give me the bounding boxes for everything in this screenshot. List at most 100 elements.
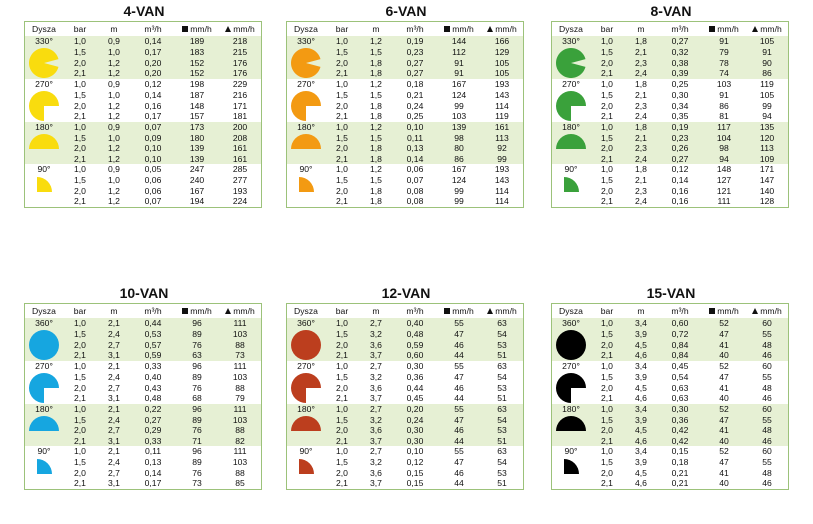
flow-cell: 0,24 bbox=[393, 414, 437, 426]
nozzle-angle-label: 330° bbox=[562, 36, 580, 46]
nozzle-cell: 90° bbox=[287, 164, 325, 207]
precip-square-cell: 117 bbox=[702, 122, 746, 133]
precip-triangle-cell: 55 bbox=[746, 328, 788, 340]
pressure-cell: 2,1 bbox=[63, 68, 97, 79]
nozzle-spray-270-icon bbox=[291, 373, 321, 403]
radius-cell: 4,5 bbox=[624, 339, 658, 351]
flow-cell: 0,14 bbox=[131, 36, 175, 47]
flow-cell: 0,07 bbox=[131, 196, 175, 207]
nozzle-spray-180-icon bbox=[291, 416, 321, 431]
nozzle-angle-label: 330° bbox=[297, 36, 315, 46]
radius-cell: 2,4 bbox=[97, 371, 131, 383]
precip-triangle-cell: 143 bbox=[481, 89, 523, 101]
nozzle-spray-90-icon bbox=[37, 459, 52, 475]
header-label: mm/h bbox=[452, 24, 474, 34]
pressure-cell: 1,5 bbox=[63, 414, 97, 426]
radius-cell: 2,4 bbox=[624, 153, 658, 165]
precip-triangle-cell: 193 bbox=[219, 185, 261, 197]
pressure-cell: 2,0 bbox=[590, 382, 624, 394]
precip-triangle-cell: 128 bbox=[746, 196, 788, 207]
flow-cell: 0,15 bbox=[393, 467, 437, 479]
square-marker-icon bbox=[444, 26, 451, 32]
precip-triangle-cell: 46 bbox=[746, 350, 788, 361]
pressure-cell: 1,0 bbox=[63, 446, 97, 457]
precip-triangle-cell: 88 bbox=[219, 382, 261, 394]
precip-triangle-cell: 114 bbox=[481, 196, 523, 207]
radius-cell: 3,4 bbox=[624, 404, 658, 415]
nozzle-spray-330-icon bbox=[291, 48, 321, 78]
radius-cell: 1,8 bbox=[359, 57, 393, 69]
flow-cell: 0,05 bbox=[131, 164, 175, 175]
header-mm-h-square: mm/h bbox=[437, 304, 481, 318]
header-label: m bbox=[110, 24, 118, 34]
flow-cell: 0,17 bbox=[131, 46, 175, 58]
radius-cell: 3,6 bbox=[359, 382, 393, 394]
pressure-cell: 1,5 bbox=[63, 456, 97, 468]
precip-square-cell: 71 bbox=[175, 435, 219, 447]
square-marker-icon bbox=[182, 26, 189, 32]
header-row: Dysza bar m m³/h mm/h mm/h bbox=[287, 304, 523, 318]
precip-triangle-cell: 48 bbox=[746, 425, 788, 436]
flow-cell: 0,54 bbox=[658, 371, 702, 383]
precip-triangle-cell: 161 bbox=[219, 143, 261, 154]
pressure-cell: 1,0 bbox=[590, 79, 624, 90]
precip-square-cell: 104 bbox=[702, 132, 746, 144]
radius-cell: 1,0 bbox=[97, 89, 131, 101]
nozzle-angle-label: 90° bbox=[564, 164, 578, 175]
radius-cell: 1,5 bbox=[359, 89, 393, 101]
precip-square-cell: 80 bbox=[437, 143, 481, 154]
precip-triangle-cell: 113 bbox=[746, 143, 788, 154]
table-row: 330° 1,0 0,9 0,14 189 218 bbox=[25, 36, 261, 79]
precip-square-cell: 121 bbox=[702, 185, 746, 197]
table-row: 90° 1,0 3,4 0,15 52 60 bbox=[552, 446, 788, 489]
precip-triangle-cell: 54 bbox=[481, 371, 523, 383]
flow-cell: 0,29 bbox=[131, 425, 175, 436]
pressure-cell: 2,1 bbox=[590, 478, 624, 489]
precip-square-cell: 96 bbox=[175, 404, 219, 415]
precip-square-cell: 167 bbox=[437, 79, 481, 90]
pressure-cell: 2,0 bbox=[325, 57, 359, 69]
header-mm-h-triangle: mm/h bbox=[746, 22, 788, 36]
precip-triangle-cell: 60 bbox=[746, 361, 788, 372]
flow-cell: 0,14 bbox=[393, 153, 437, 165]
radius-cell: 1,8 bbox=[359, 185, 393, 197]
table-row: 1,5 1,0 0,14 187 216 bbox=[25, 89, 261, 101]
header-m: m bbox=[97, 22, 131, 36]
radius-cell: 2,4 bbox=[624, 68, 658, 79]
radius-cell: 3,6 bbox=[359, 339, 393, 351]
flow-cell: 0,27 bbox=[393, 68, 437, 79]
radius-cell: 4,5 bbox=[624, 467, 658, 479]
radius-cell: 1,2 bbox=[97, 185, 131, 197]
pressure-cell: 2,0 bbox=[590, 467, 624, 479]
nozzle-data-table: Dysza bar m m³/h mm/h mm/h 330° 1,0 1,8 0,27 91 105… bbox=[552, 22, 788, 207]
flow-cell: 0,27 bbox=[393, 57, 437, 69]
table-row: 1,5 3,2 0,24 47 54 bbox=[287, 414, 523, 426]
pressure-cell: 1,5 bbox=[590, 46, 624, 58]
flow-cell: 0,15 bbox=[393, 478, 437, 489]
header-flow: m³/h bbox=[658, 304, 702, 318]
header-mm-h-square: mm/h bbox=[702, 22, 746, 36]
precip-triangle-cell: 79 bbox=[219, 393, 261, 404]
precip-square-cell: 148 bbox=[702, 164, 746, 175]
data-table-frame: Dysza bar m m³/h mm/h mm/h 330° 1,0 0,9 0,14 189 21… bbox=[24, 21, 262, 208]
pressure-cell: 1,0 bbox=[63, 164, 97, 175]
table-title: 6-VAN bbox=[385, 3, 427, 19]
radius-cell: 2,7 bbox=[97, 467, 131, 479]
flow-cell: 0,14 bbox=[658, 174, 702, 186]
precip-triangle-cell: 216 bbox=[219, 89, 261, 101]
precip-square-cell: 96 bbox=[175, 318, 219, 329]
radius-cell: 2,7 bbox=[97, 425, 131, 436]
pressure-cell: 2,0 bbox=[590, 185, 624, 197]
table-row: 270° 1,0 2,7 0,30 55 63 bbox=[287, 361, 523, 404]
radius-cell: 2,3 bbox=[624, 143, 658, 154]
square-marker-icon bbox=[709, 26, 716, 32]
table-row: 2,0 2,7 0,43 76 88 bbox=[25, 382, 261, 394]
precip-triangle-cell: 114 bbox=[481, 100, 523, 112]
radius-cell: 1,5 bbox=[359, 174, 393, 186]
precip-triangle-cell: 111 bbox=[219, 404, 261, 415]
table-row: 270° 1,0 1,2 0,18 167 193 bbox=[287, 79, 523, 122]
precip-square-cell: 124 bbox=[437, 174, 481, 186]
radius-cell: 2,1 bbox=[624, 46, 658, 58]
table-row: 180° 1,0 2,1 0,22 96 111 bbox=[25, 404, 261, 447]
radius-cell: 4,6 bbox=[624, 478, 658, 489]
